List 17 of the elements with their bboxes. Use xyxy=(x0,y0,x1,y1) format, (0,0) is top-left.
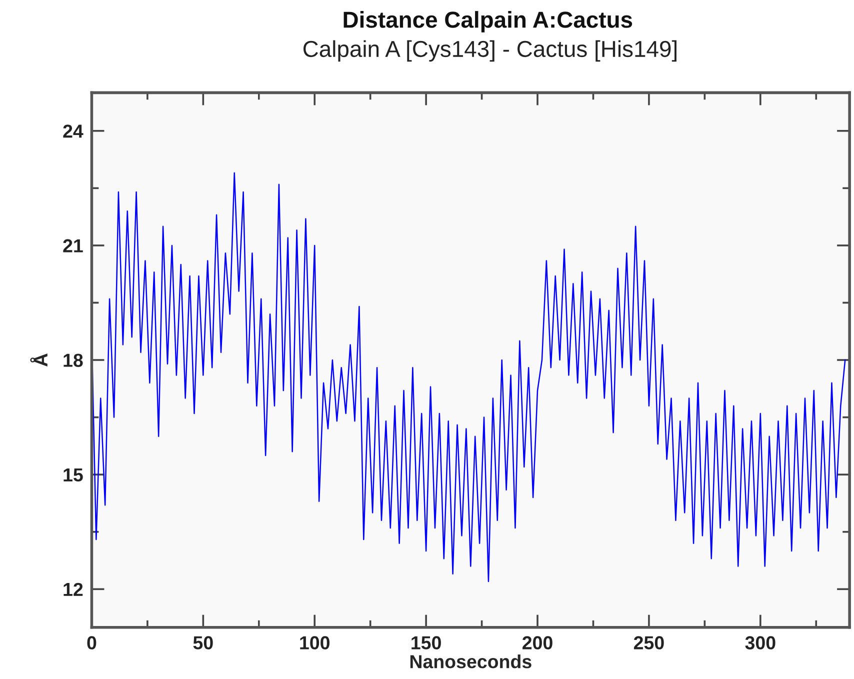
x-tick-label: 300 xyxy=(745,636,776,650)
y-tick-label: 15 xyxy=(64,468,83,482)
y-tick-label: 24 xyxy=(63,124,84,138)
y-tick-label: 12 xyxy=(64,582,83,596)
x-tick-label: 50 xyxy=(193,636,213,650)
chart-subtitle: Calpain A [Cys143] - Cactus [His149] xyxy=(303,40,676,62)
y-axis-title: Å xyxy=(30,354,48,367)
x-axis-title: Nanoseconds xyxy=(410,654,532,668)
x-tick-label: 100 xyxy=(300,636,330,650)
x-tick-label: 0 xyxy=(87,636,96,650)
x-tick-label: 250 xyxy=(634,636,664,650)
x-tick-label: 200 xyxy=(522,636,552,650)
y-tick-label: 18 xyxy=(64,354,83,367)
line-series xyxy=(92,172,846,582)
x-tick-label: 150 xyxy=(412,636,441,650)
chart-title: Distance Calpain A:Cactus xyxy=(344,11,632,32)
y-tick-label: 21 xyxy=(63,239,83,252)
